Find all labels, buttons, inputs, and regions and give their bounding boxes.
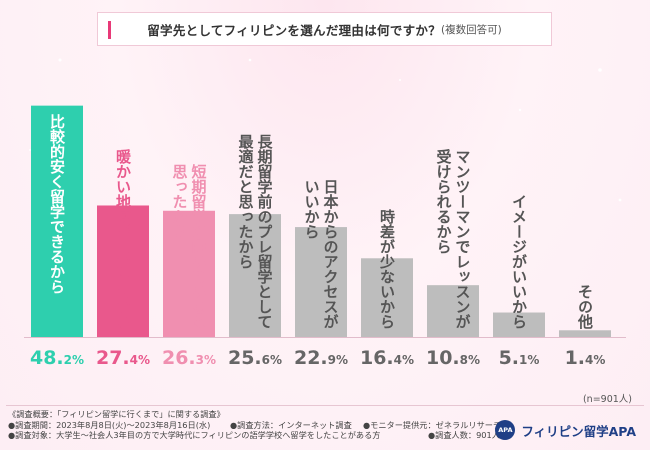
value-integer: 10. (426, 347, 460, 369)
bar-8 (493, 312, 545, 337)
brand: APA フィリピン留学APA (495, 420, 636, 440)
bar-label-5: いいから (303, 179, 321, 239)
value-integer: 25. (228, 347, 262, 369)
bar-label-1: 比較的安く留学できるから (48, 113, 66, 294)
bar-5 (295, 227, 347, 337)
value-decimal: 3% (196, 353, 216, 367)
bar-7 (427, 285, 479, 337)
value-label-9: 1.4% (565, 347, 606, 369)
bar-1 (31, 105, 83, 337)
bar-label-7: 受けられるから (435, 148, 453, 254)
bar-group-2: 暖かい地域がよかったから 27.4% (96, 148, 150, 369)
bar-4 (229, 214, 281, 337)
sample-size-note: (n=901人) (582, 394, 632, 405)
value-label-3: 26.3% (162, 347, 216, 369)
bar-label-2: 暖かい地域がよかったから (114, 148, 132, 329)
bar-group-6: 時差が少ないから 16.4% (360, 208, 414, 369)
bar-label-4: 最適だと思ったから (237, 133, 255, 269)
value-label-8: 5.1% (499, 347, 540, 369)
bar-group-1: 比較的安く留学できるから 48.2% (30, 105, 84, 369)
value-decimal: 8% (460, 353, 480, 367)
bar-group-8: イメージがいいから 5.1% (493, 194, 545, 369)
footer-period: ●調査期間：2023年8月8日(火)～2023年8月16日(水) (8, 419, 211, 430)
value-label-7: 10.8% (426, 347, 480, 369)
value-label-5: 22.9% (294, 347, 348, 369)
footer-divider (6, 405, 644, 406)
bar-2 (97, 205, 149, 337)
title-accent-bar (108, 21, 111, 39)
footer-count: ●調査人数：901人 (428, 430, 500, 441)
brand-logo-icon: APA (495, 420, 516, 440)
bar-label-3: 短期留学に向いていると (190, 163, 208, 329)
bar-label-9: その他 (576, 284, 594, 330)
value-decimal: 6% (262, 353, 282, 367)
bar-label-8: イメージがいいから (510, 194, 528, 329)
survey-footer: 《調査概要：「フィリピン留学に行くまで」に関する調査》 ●調査期間：2023年8… (8, 409, 501, 441)
footer-row-3: ●調査対象：大学生～社会人3年目の方で大学時代にフィリピンの語学学校へ留学をした… (8, 430, 500, 441)
value-integer: 1. (565, 347, 585, 369)
value-decimal: 2% (64, 353, 84, 367)
footer-row-2: ●調査期間：2023年8月8日(火)～2023年8月16日(水) ●調査方法：イ… (8, 419, 501, 431)
value-integer: 26. (162, 347, 196, 369)
footer-method: ●調査方法：インターネット調査 (230, 419, 352, 430)
bar-3 (163, 210, 215, 337)
bar-group-9: その他 1.4% (559, 284, 611, 369)
chart-title-note: (複数回答可) (441, 23, 502, 36)
value-integer: 16. (360, 347, 394, 369)
brand-name: フィリピン留学APA (521, 423, 636, 439)
bar-label-5: 日本からのアクセスが (322, 179, 340, 329)
value-decimal: 1% (519, 353, 539, 367)
value-label-6: 16.4% (360, 347, 414, 369)
value-label-2: 27.4% (96, 347, 150, 369)
bar-label-3: 思ったから (171, 164, 189, 239)
value-label-4: 25.6% (228, 347, 282, 369)
bar-label-4: 長期留学前のプレ留学として (256, 134, 274, 329)
footer-provider: ●モニター提供元：ゼネラルリサーチ (363, 419, 502, 430)
bar-label-6: 時差が少ないから (378, 208, 396, 329)
footer-target: ●調査対象：大学生～社会人3年目の方で大学時代にフィリピンの語学学校へ留学をした… (8, 430, 381, 441)
value-decimal: 4% (394, 353, 414, 367)
bar-label-7: マンツーマンでレッスンが (454, 149, 472, 329)
value-decimal: 4% (585, 353, 605, 367)
value-integer: 5. (499, 347, 519, 369)
value-integer: 22. (294, 347, 328, 369)
chart-title: 留学先としてフィリピンを選んだ理由は何ですか？ (147, 22, 442, 38)
value-label-1: 48.2% (30, 347, 84, 369)
chart-title-box: 留学先としてフィリピンを選んだ理由は何ですか？ (複数回答可) (97, 12, 552, 46)
value-integer: 27. (96, 347, 130, 369)
bar-9 (559, 330, 611, 337)
value-decimal: 9% (328, 353, 348, 367)
bar-6 (361, 258, 413, 337)
value-integer: 48. (30, 347, 64, 369)
footer-overview: 《調査概要：「フィリピン留学に行くまで」に関する調査》 (8, 409, 225, 419)
value-decimal: 4% (130, 353, 150, 367)
